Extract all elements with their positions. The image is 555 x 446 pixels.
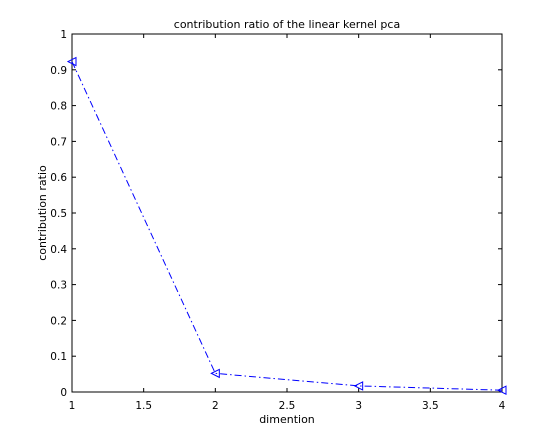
y-tick-label: 1 xyxy=(60,29,67,41)
x-tick-label: 4 xyxy=(499,400,506,412)
x-tick-label: 1.5 xyxy=(135,400,152,412)
y-tick-label: 0.2 xyxy=(50,315,67,327)
y-axis-label: contribution ratio xyxy=(36,165,49,261)
data-point-marker xyxy=(353,381,364,391)
y-tick-label: 0.8 xyxy=(50,101,67,113)
y-tick-label: 0 xyxy=(60,387,67,399)
y-tick-label: 0.5 xyxy=(50,208,67,220)
y-tick-label: 0.1 xyxy=(50,351,67,363)
x-tick-label: 3 xyxy=(355,400,362,412)
data-point-marker xyxy=(496,385,507,396)
y-tick-label: 0.3 xyxy=(50,280,67,292)
x-tick-label: 2.5 xyxy=(279,400,296,412)
y-tick-label: 0.6 xyxy=(50,172,67,184)
series-layer xyxy=(66,56,507,396)
x-tick-label: 2 xyxy=(212,400,219,412)
plot-area xyxy=(71,33,503,393)
x-axis-label: dimention xyxy=(259,413,315,426)
data-point-marker xyxy=(210,368,220,379)
x-tick-label: 3.5 xyxy=(422,400,439,412)
data-point-marker xyxy=(66,56,77,67)
chart-title: contribution ratio of the linear kernel … xyxy=(174,18,400,31)
y-tick-label: 0.9 xyxy=(50,65,67,77)
y-tick-label: 0.4 xyxy=(50,244,67,256)
ticks-layer: 1 1.5 2 2.5 3 3.5 4 0 0.1 0.2 0.3 0.4 0.5 0.6 0.7 0.8 0.… xyxy=(50,29,505,412)
x-tick-label: 1 xyxy=(69,400,76,412)
y-tick-label: 0.7 xyxy=(50,136,67,148)
